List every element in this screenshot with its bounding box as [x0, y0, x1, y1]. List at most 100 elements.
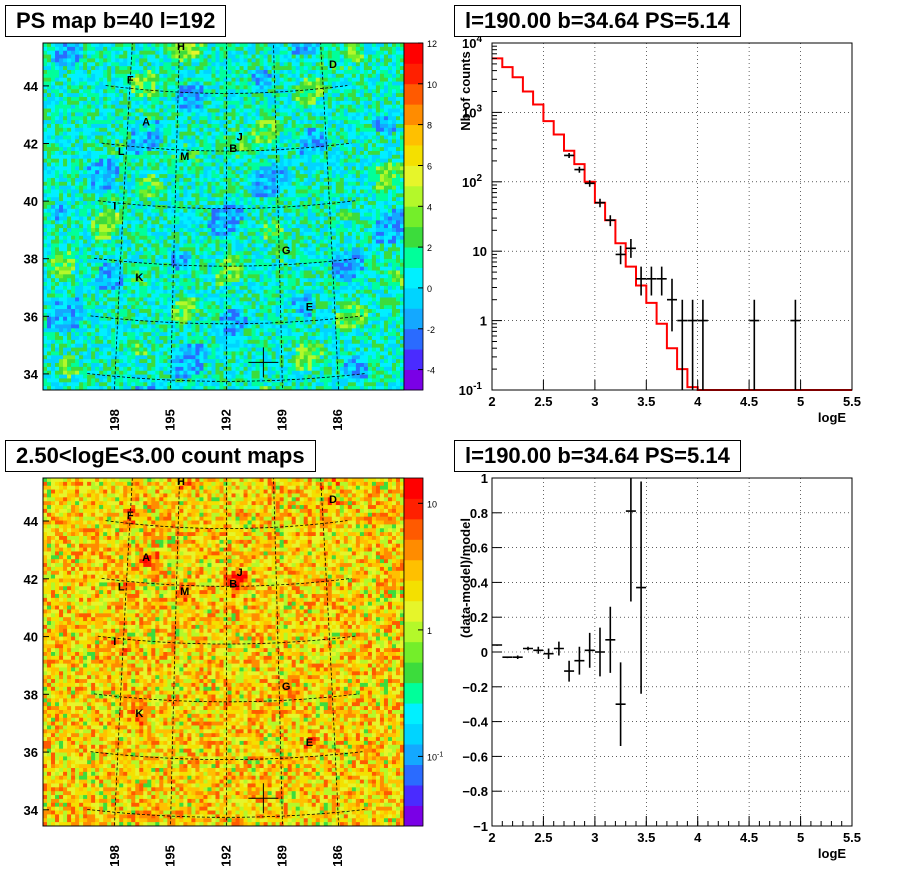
colorbar-cell [404, 785, 423, 806]
source-label-I: I [113, 201, 116, 213]
colorbar-cell [404, 703, 423, 724]
residual-point [636, 482, 646, 694]
colorbar-cell [404, 227, 423, 248]
x-tick-label: 189 [274, 409, 289, 431]
colorbar-cell [404, 165, 423, 186]
y-tick-label: 0 [481, 645, 488, 660]
x-axis-label: logE [818, 846, 846, 861]
source-label-I: I [113, 636, 116, 648]
colorbar-cell [404, 662, 423, 683]
colorbar-cell [404, 642, 423, 663]
y-tick-label: 38 [24, 252, 38, 267]
y-tick-label: 38 [24, 687, 38, 702]
y-tick-label: −1 [473, 819, 488, 834]
residual-point [616, 662, 626, 746]
colorbar-tick-label: 12 [427, 39, 437, 49]
colorbar-tick-label: 10-1 [427, 751, 443, 762]
source-label-G: G [282, 245, 291, 257]
x-tick-label: 195 [163, 409, 178, 431]
colorbar-tick-label: 6 [427, 162, 432, 172]
residual-point [626, 478, 636, 602]
source-label-B: B [229, 143, 237, 155]
y-tick-label: 36 [24, 745, 38, 760]
x-tick-label: 186 [330, 409, 345, 431]
colorbar-cell [404, 806, 423, 827]
x-tick-label: 5 [797, 394, 804, 409]
colorbar-cell [404, 206, 423, 227]
source-label-A: A [142, 552, 150, 564]
colorbar-cell [404, 744, 423, 765]
x-tick-label: 2.5 [534, 830, 552, 845]
colorbar-cell [404, 145, 423, 166]
source-label-G: G [282, 681, 291, 693]
chart-title-residuals: l=190.00 b=34.64 PS=5.14 [454, 440, 741, 472]
x-tick-label: 195 [163, 845, 178, 867]
y-tick-label: 102 [462, 173, 482, 190]
grid [543, 43, 800, 390]
colorbar-cell [404, 580, 423, 601]
colorbar-cell [404, 268, 423, 289]
colorbar-cell [404, 601, 423, 622]
colorbar-cell [404, 63, 423, 84]
y-tick-label: −0.6 [462, 749, 488, 764]
x-tick-label: 3 [591, 394, 598, 409]
residual-point [492, 644, 502, 646]
colorbar-cell [404, 539, 423, 560]
source-label-A: A [142, 117, 150, 129]
y-tick-label: −0.2 [462, 680, 488, 695]
x-tick-label: 2.5 [534, 394, 552, 409]
x-tick-label: 186 [330, 845, 345, 867]
source-label-H: H [177, 476, 185, 488]
residual-point [554, 642, 564, 656]
source-label-H: H [177, 41, 185, 53]
colorbar-tick-label: 10 [427, 499, 437, 509]
x-tick-label: 2 [488, 394, 495, 409]
data-point [595, 199, 605, 208]
colorbar-cell [404, 560, 423, 581]
x-tick-label: 4 [694, 394, 702, 409]
y-tick-label: 34 [24, 803, 39, 818]
x-tick-label: 189 [274, 845, 289, 867]
chart-title-count-map: 2.50<logE<3.00 count maps [5, 440, 316, 472]
residual-point [605, 607, 615, 673]
data-point [564, 153, 574, 158]
x-tick-label: 198 [107, 409, 122, 431]
source-label-K: K [135, 708, 143, 720]
model-histogram [492, 58, 852, 390]
y-tick-label: 34 [24, 367, 39, 382]
colorbar-tick-label: 2 [427, 243, 432, 253]
residual-point [523, 647, 533, 651]
residual-point [585, 633, 595, 668]
data-point [646, 267, 656, 296]
x-tick-label: 4.5 [740, 394, 758, 409]
colorbar-cell [404, 498, 423, 519]
colorbar-cell [404, 724, 423, 745]
source-label-D: D [329, 494, 337, 506]
colorbar-tick-label: 1 [427, 626, 432, 636]
x-tick-label: 3.5 [637, 394, 655, 409]
data-point [749, 300, 759, 390]
x-tick-label: 192 [219, 409, 234, 431]
colorbar-cell [404, 765, 423, 786]
data-point [626, 239, 636, 258]
residual-point [533, 647, 543, 654]
data-point [657, 267, 667, 296]
y-tick-label: −0.4 [462, 715, 488, 730]
y-tick-label: 40 [24, 630, 38, 645]
y-tick-label: 1 [480, 314, 487, 329]
data-point [688, 300, 698, 390]
colorbar-cell [404, 84, 423, 105]
heatmap-cells [43, 43, 404, 390]
y-tick-label: −0.8 [462, 784, 488, 799]
residual-point [574, 647, 584, 675]
residual-point [595, 628, 605, 677]
source-label-D: D [329, 59, 337, 71]
data-point [667, 279, 677, 332]
source-label-J: J [237, 567, 243, 579]
x-tick-label: 3.5 [637, 830, 655, 845]
x-tick-label: 5 [797, 830, 804, 845]
x-tick-label: 5.5 [843, 830, 861, 845]
